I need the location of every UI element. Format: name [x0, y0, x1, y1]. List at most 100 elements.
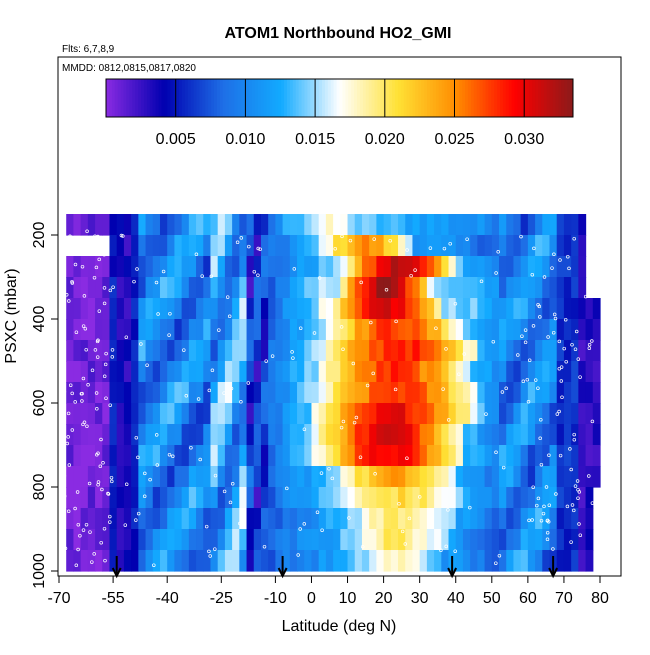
sample-point	[208, 554, 212, 558]
sample-point	[547, 503, 552, 507]
heatmap-cell	[80, 361, 89, 383]
heatmap-cell	[441, 550, 450, 572]
heatmap-cell	[499, 256, 507, 278]
heatmap-cell	[318, 550, 327, 572]
heatmap-cell	[159, 214, 168, 236]
heatmap-cell	[325, 214, 334, 236]
heatmap-cell	[181, 277, 190, 299]
heatmap-cell	[268, 340, 276, 362]
heatmap-cell	[174, 529, 183, 551]
x-tick-label: 10	[339, 590, 357, 607]
colorbar-segment	[345, 79, 349, 117]
heatmap-cell	[138, 508, 147, 530]
heatmap-cell	[80, 487, 89, 509]
sample-point	[102, 253, 106, 257]
heatmap-cell	[188, 256, 197, 278]
heatmap-cell	[145, 214, 154, 236]
heatmap-cell	[535, 487, 543, 509]
heatmap-cell	[253, 235, 262, 257]
sample-point	[228, 500, 233, 505]
heatmap-cell	[196, 466, 204, 488]
heatmap-cell	[491, 382, 500, 404]
heatmap-cell	[87, 445, 96, 467]
heatmap-cell	[549, 403, 558, 425]
heatmap-cell	[542, 361, 551, 383]
heatmap-cell	[535, 235, 543, 257]
sample-point	[74, 330, 79, 334]
heatmap-cell	[563, 319, 572, 341]
heatmap-cell	[116, 340, 125, 362]
heatmap-cell	[527, 529, 536, 551]
heatmap-cell	[369, 340, 377, 362]
heatmap-cell	[340, 319, 349, 341]
heatmap-cell	[549, 487, 558, 509]
heatmap-cell	[304, 235, 313, 257]
heatmap-cell	[73, 340, 82, 362]
heatmap-cell	[239, 235, 248, 257]
sample-point	[373, 472, 377, 476]
heatmap-cell	[224, 340, 233, 362]
colorbar-segment	[228, 79, 233, 117]
heatmap-cell	[405, 214, 414, 236]
heatmap-cell	[188, 529, 197, 551]
heatmap-cell	[232, 361, 240, 383]
heatmap-cell	[109, 508, 118, 530]
heatmap-cell	[520, 298, 529, 320]
heatmap-cell	[462, 235, 471, 257]
heatmap-cell	[462, 340, 471, 362]
colorbar-segment	[561, 79, 565, 117]
heatmap-cell	[354, 256, 363, 278]
colorbar-segment	[555, 79, 559, 117]
heatmap-cell	[145, 340, 154, 362]
heatmap-cell	[188, 214, 197, 236]
heatmap-cell	[188, 298, 197, 320]
heatmap-cell	[152, 277, 161, 299]
colorbar-tick-label: 0.025	[434, 131, 474, 148]
heatmap-cell	[578, 361, 587, 383]
heatmap-cell	[506, 550, 515, 572]
sample-point	[65, 441, 69, 446]
heatmap-cell	[253, 214, 262, 236]
heatmap-cell	[361, 445, 370, 467]
sample-point	[312, 331, 317, 335]
heatmap-cell	[152, 487, 161, 509]
heatmap-cell	[297, 424, 305, 446]
colorbar-segment	[540, 79, 545, 117]
heatmap-cell	[174, 214, 183, 236]
heatmap-cell	[152, 298, 161, 320]
heatmap-cell	[239, 508, 248, 530]
heatmap-cell	[347, 256, 356, 278]
heatmap-cell	[383, 424, 392, 446]
heatmap-cell	[246, 277, 255, 299]
heatmap-cell	[159, 403, 168, 425]
heatmap-cell	[578, 466, 587, 488]
heatmap-cell	[318, 466, 327, 488]
colorbar-segment	[219, 79, 224, 117]
sample-point	[545, 537, 550, 542]
heatmap-cell	[563, 550, 572, 572]
sample-point	[136, 511, 141, 516]
heatmap-cell	[131, 382, 139, 404]
heatmap-cell	[325, 445, 334, 467]
heatmap-cell	[462, 298, 471, 320]
heatmap-cell	[268, 466, 276, 488]
heatmap-cell	[477, 466, 486, 488]
heatmap-cell	[563, 277, 572, 299]
sample-point	[557, 409, 561, 414]
heatmap-cell	[167, 508, 176, 530]
heatmap-cell	[448, 424, 457, 446]
heatmap-cell	[578, 277, 587, 299]
heatmap-cell	[80, 424, 89, 446]
heatmap-cell	[462, 319, 471, 341]
heatmap-cell	[167, 445, 176, 467]
sample-point	[400, 529, 405, 534]
heatmap-cell	[405, 235, 414, 257]
heatmap-cell	[506, 382, 515, 404]
heatmap-cell	[123, 382, 132, 404]
heatmap-cell	[232, 550, 240, 572]
heatmap-cell	[477, 487, 486, 509]
colorbar-segment	[421, 79, 425, 117]
heatmap-cell	[123, 424, 132, 446]
heatmap-cell	[131, 235, 139, 257]
sample-point	[484, 412, 488, 416]
